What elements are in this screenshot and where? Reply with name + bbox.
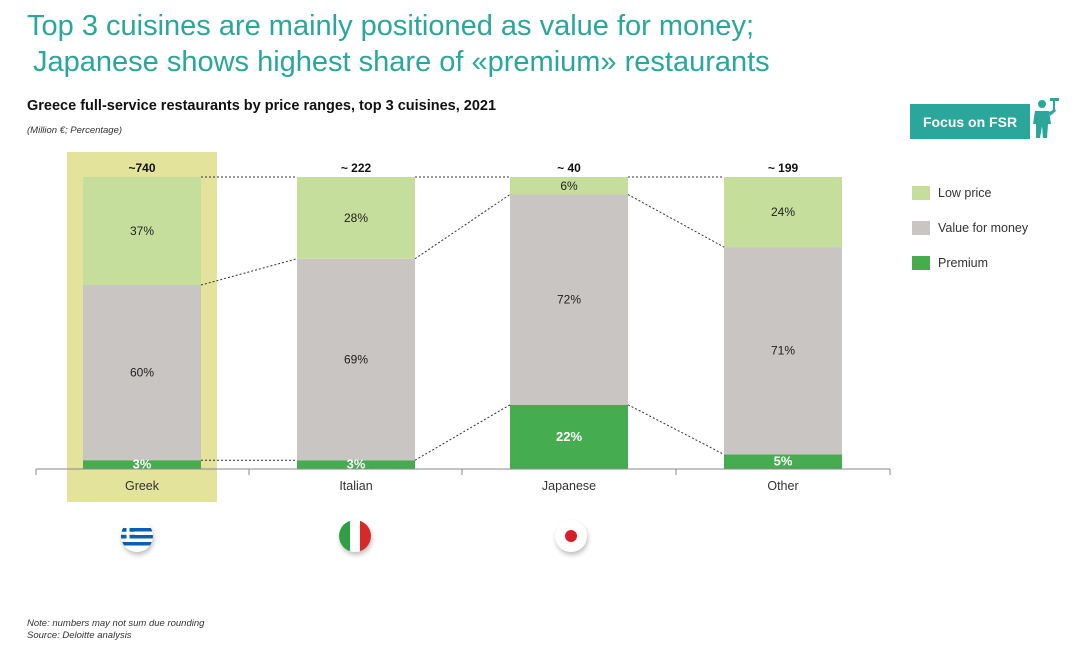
- legend-label-premium: Premium: [938, 255, 989, 270]
- total-label-japanese: ~ 40: [557, 161, 581, 175]
- connector-line-3-1: [627, 404, 725, 455]
- footnotes: Note: numbers may not sum due rounding S…: [27, 618, 204, 642]
- connector-line-3-2: [627, 194, 725, 248]
- x-tick-label-japanese: Japanese: [542, 479, 596, 493]
- japan-flag-icon: [555, 520, 587, 552]
- segment-label-premium-italian: 3%: [347, 457, 366, 472]
- connector-line-2-1: [414, 404, 511, 461]
- bar-value-for-money-greek: [83, 285, 201, 461]
- segment-label-value-for-money-other: 71%: [771, 344, 795, 358]
- chart-subtitle: (Million €; Percentage): [27, 125, 123, 136]
- segment-label-premium-other: 5%: [774, 454, 793, 469]
- segment-label-low-price-italian: 28%: [344, 211, 368, 225]
- chart-legend: Low price Value for money Premium: [912, 175, 1028, 280]
- total-label-other: ~ 199: [768, 161, 799, 175]
- bar-low-price-other: [724, 177, 842, 248]
- segment-label-low-price-greek: 37%: [130, 224, 154, 238]
- segment-label-value-for-money-italian: 69%: [344, 353, 368, 367]
- legend-item-value-for-money: Value for money: [912, 210, 1028, 245]
- legend-label-value-for-money: Value for money: [938, 220, 1029, 235]
- segment-label-low-price-japanese: 6%: [560, 179, 578, 193]
- headline: Top 3 cuisines are mainly positioned as …: [27, 8, 770, 80]
- total-label-italian: ~ 222: [341, 161, 372, 175]
- bar-value-for-money-japanese: [510, 194, 628, 405]
- x-tick-label-other: Other: [767, 479, 798, 493]
- segment-label-low-price-other: 24%: [771, 205, 795, 219]
- segment-label-value-for-money-japanese: 72%: [557, 293, 581, 307]
- legend-swatch-low-price: [912, 185, 930, 200]
- greece-flag-icon: [121, 520, 153, 552]
- connector-line-1-2: [200, 258, 298, 286]
- legend-label-low-price: Low price: [938, 185, 992, 200]
- bar-low-price-italian: [297, 177, 415, 259]
- segment-label-value-for-money-greek: 60%: [130, 366, 154, 380]
- x-tick-label-greek: Greek: [125, 479, 160, 493]
- legend-swatch-premium: [912, 255, 930, 270]
- legend-swatch-value-for-money: [912, 220, 930, 235]
- bar-premium-italian: [297, 460, 415, 469]
- focus-badge: Focus on FSR: [910, 104, 1030, 139]
- bar-premium-other: [724, 454, 842, 469]
- chart-title: Greece full-service restaurants by price…: [27, 98, 497, 114]
- bar-premium-japanese: [510, 404, 628, 469]
- x-tick-label-italian: Italian: [339, 479, 372, 493]
- note-rounding: Note: numbers may not sum due rounding: [27, 618, 205, 629]
- legend-item-low-price: Low price: [912, 175, 1028, 210]
- waiter-icon: [1033, 98, 1059, 138]
- connector-line-2-2: [414, 194, 511, 260]
- headline-line-2: Japanese shows highest share of «premium…: [33, 46, 770, 78]
- italy-flag-icon: [339, 520, 371, 552]
- note-source: Source: Deloitte analysis: [27, 630, 132, 641]
- bar-value-for-money-italian: [297, 258, 415, 461]
- stacked-bar-chart: 3% 60% 37% 3% 69% 28% 22% 72% 6% 5% 71% 24% ~740 ~ 22…: [35, 152, 891, 502]
- legend-item-premium: Premium: [912, 245, 1028, 280]
- bar-value-for-money-other: [724, 247, 842, 455]
- bar-low-price-japanese: [510, 177, 628, 195]
- segment-label-premium-japanese: 22%: [556, 429, 582, 444]
- bar-low-price-greek: [83, 177, 201, 286]
- segment-label-premium-greek: 3%: [133, 457, 152, 472]
- headline-line-1: Top 3 cuisines are mainly positioned as …: [27, 10, 754, 42]
- total-label-greek: ~740: [128, 161, 155, 175]
- bar-premium-greek: [83, 460, 201, 469]
